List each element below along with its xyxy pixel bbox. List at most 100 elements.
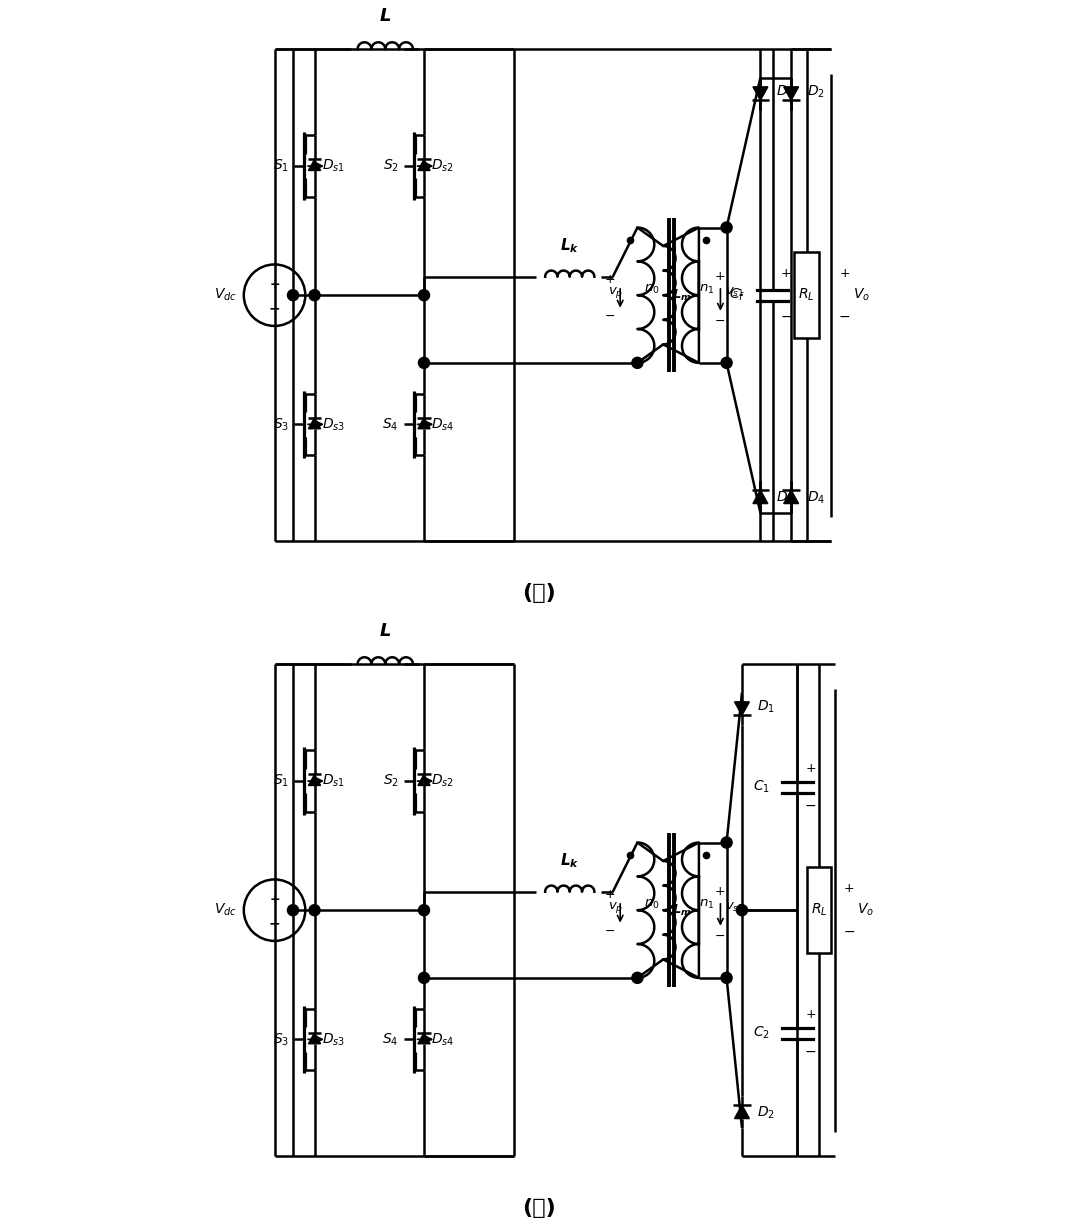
Polygon shape [308,1033,320,1044]
Text: $S_4$: $S_4$ [383,416,399,433]
Circle shape [418,905,429,915]
Text: $n_0$: $n_0$ [644,283,660,295]
Text: −: − [605,925,614,938]
Text: $\bfit{L}$: $\bfit{L}$ [379,621,391,640]
Text: $D_{s2}$: $D_{s2}$ [431,772,454,790]
Text: −: − [843,925,855,938]
Text: $R_L$: $R_L$ [811,902,827,919]
Text: $S_1$: $S_1$ [273,157,289,175]
Polygon shape [418,775,430,786]
Text: $\bfit{L_m}$: $\bfit{L_m}$ [673,903,692,918]
Text: (ａ): (ａ) [522,583,556,604]
Text: −: − [268,916,280,931]
Text: $\bfit{L_k}$: $\bfit{L_k}$ [559,851,580,871]
Text: $n_1$: $n_1$ [699,283,715,295]
Text: $D_{s3}$: $D_{s3}$ [322,416,345,433]
Circle shape [418,358,429,369]
Circle shape [632,358,642,369]
Polygon shape [308,418,320,429]
Text: $S_3$: $S_3$ [273,1031,289,1048]
Text: −: − [715,930,725,942]
Circle shape [721,972,732,984]
Text: $v_{s1}$: $v_{s1}$ [724,900,745,914]
Text: $C_1$: $C_1$ [752,779,770,796]
Text: $V_{dc}$: $V_{dc}$ [213,287,237,304]
Text: $D_{s4}$: $D_{s4}$ [431,416,455,433]
Text: $n_0$: $n_0$ [644,898,660,910]
Text: $S_4$: $S_4$ [383,1031,399,1048]
Text: $V_{dc}$: $V_{dc}$ [213,902,237,919]
Text: +: + [715,886,725,898]
Text: +: + [805,1009,816,1021]
Text: $v_p$: $v_p$ [608,899,623,915]
Polygon shape [734,1105,749,1118]
Bar [806,867,831,953]
Circle shape [721,836,732,849]
Bar [794,252,819,338]
Text: $D_{s4}$: $D_{s4}$ [431,1031,455,1048]
Text: $S_1$: $S_1$ [273,772,289,790]
Text: $D_3$: $D_3$ [776,490,793,507]
Polygon shape [308,160,320,171]
Text: $D_{s2}$: $D_{s2}$ [431,157,454,175]
Circle shape [632,972,642,984]
Circle shape [721,358,732,369]
Text: +: + [605,273,616,287]
Text: $V_o$: $V_o$ [857,902,874,919]
Text: $S_2$: $S_2$ [383,772,399,790]
Text: $S_3$: $S_3$ [273,416,289,433]
Polygon shape [752,87,768,101]
Text: +: + [270,278,280,290]
Text: $R_L$: $R_L$ [799,287,815,304]
Text: −: − [605,310,614,323]
Text: −: − [780,310,792,323]
Text: $n_1$: $n_1$ [699,898,715,910]
Text: $D_{s3}$: $D_{s3}$ [322,1031,345,1048]
Text: $V_o$: $V_o$ [853,287,870,304]
Text: $D_2$: $D_2$ [806,84,825,101]
Polygon shape [308,775,320,786]
Polygon shape [734,702,749,716]
Text: −: − [805,798,817,813]
Text: $S_2$: $S_2$ [383,157,399,175]
Circle shape [309,905,320,915]
Text: +: + [805,763,816,775]
Text: $\bfit{L_m}$: $\bfit{L_m}$ [673,288,692,303]
Circle shape [736,905,747,915]
Text: $D_1$: $D_1$ [776,84,793,101]
Text: +: + [840,267,849,280]
Polygon shape [418,160,430,171]
Text: $\bfit{L_k}$: $\bfit{L_k}$ [559,236,580,256]
Polygon shape [418,418,430,429]
Polygon shape [784,490,799,503]
Polygon shape [752,490,768,503]
Circle shape [418,972,429,984]
Text: −: − [839,310,851,323]
Text: $D_{s1}$: $D_{s1}$ [322,157,345,175]
Text: +: + [605,888,616,902]
Polygon shape [418,1033,430,1044]
Circle shape [418,290,429,301]
Text: +: + [715,271,725,283]
Text: $C_f$: $C_f$ [729,287,745,304]
Text: $v_p$: $v_p$ [608,284,623,300]
Text: $D_{s1}$: $D_{s1}$ [322,772,345,790]
Text: $C_2$: $C_2$ [752,1025,770,1042]
Text: +: + [780,267,791,280]
Circle shape [288,290,299,301]
Circle shape [721,221,732,234]
Text: $v_{s1}$: $v_{s1}$ [724,285,745,299]
Text: $\bfit{L}$: $\bfit{L}$ [379,6,391,25]
Text: −: − [715,315,725,327]
Text: $D_1$: $D_1$ [758,699,775,716]
Text: +: + [844,882,854,895]
Circle shape [309,290,320,301]
Circle shape [288,905,299,915]
Text: +: + [270,893,280,905]
Text: $D_4$: $D_4$ [806,490,825,507]
Polygon shape [784,87,799,101]
Text: $D_2$: $D_2$ [758,1105,775,1122]
Text: (ｂ): (ｂ) [522,1198,556,1219]
Text: −: − [805,1044,817,1059]
Text: −: − [268,301,280,316]
